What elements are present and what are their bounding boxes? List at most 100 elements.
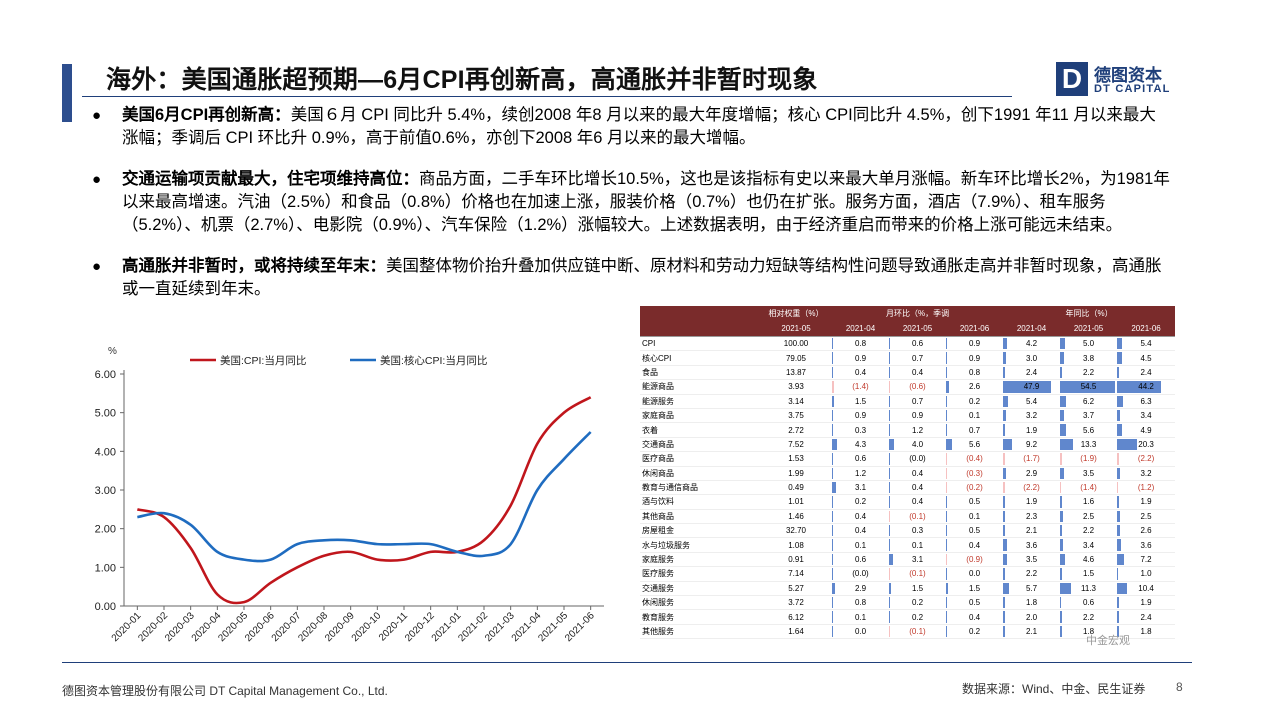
table-row: 衣着 2.72 0.3 1.2 0.7 1.9 5.6 4.9 xyxy=(640,422,1176,438)
value-bar xyxy=(946,597,947,609)
value-bar xyxy=(1060,366,1063,379)
table-cell-value: (0.4) xyxy=(966,454,983,464)
value-bar xyxy=(832,553,833,566)
footer-company: 德图资本管理股份有限公司 DT Capital Management Co., … xyxy=(62,684,388,698)
table-cell-value: (0.0) xyxy=(852,569,869,579)
table-cell-yoy: 2.3 xyxy=(1003,509,1061,525)
value-bar xyxy=(832,352,834,364)
table-cell-yoy: 4.6 xyxy=(1060,552,1118,568)
table-row: 医疗商品 1.53 0.6 (0.0) (0.4) (1.7) (1.9) (2.2) xyxy=(640,451,1176,467)
value-bar xyxy=(946,539,947,551)
table-cell-value: (0.1) xyxy=(909,511,926,521)
table-cell-value: 1.9 xyxy=(1140,497,1152,507)
table-cell-value: 4.2 xyxy=(1025,339,1038,349)
table-cell-value: 5.6 xyxy=(1082,425,1095,435)
value-bar xyxy=(1003,338,1008,350)
table-cell-value: 0.8 xyxy=(854,339,867,349)
value-bar xyxy=(1117,467,1121,479)
table-cell-value: 2.2 xyxy=(1082,367,1095,377)
value-bar xyxy=(1060,553,1065,566)
table-cell-yoy: 1.9 xyxy=(1117,494,1176,510)
table-cell-value: 0.4 xyxy=(854,511,867,521)
table-cell-mom: 0.5 xyxy=(946,595,1004,611)
table-cell-yoy: 1.8 xyxy=(1117,624,1176,640)
table-cell-value: 3.6 xyxy=(1140,540,1152,550)
table-cell-yoy: 3.4 xyxy=(1060,537,1118,553)
table-cell-value: 4.0 xyxy=(911,439,924,449)
table-cell-mom: 3.1 xyxy=(832,480,889,496)
table-cell-mom: 1.2 xyxy=(889,422,946,438)
table-row-name: 能源服务 xyxy=(640,394,760,409)
table-cell-value: 0.7 xyxy=(911,353,924,363)
table-cell-value: 0.3 xyxy=(854,425,867,435)
table-cell-value: 0.4 xyxy=(911,497,924,507)
table-cell-mom: 0.2 xyxy=(946,624,1004,640)
table-cell-value: 0.9 xyxy=(911,411,924,421)
table-cell-mom: 0.6 xyxy=(889,335,946,352)
table-row: 能源商品 3.93 (1.4) (0.6) 2.6 47.9 54.5 44.2 xyxy=(640,379,1176,395)
table-cell-yoy: 0.6 xyxy=(1060,595,1118,611)
value-bar xyxy=(832,510,833,523)
value-bar xyxy=(1060,611,1063,623)
table-cell-mom: 0.6 xyxy=(832,451,889,467)
table-row-name: 交通商品 xyxy=(640,437,760,453)
table-cell-mom: 1.5 xyxy=(946,581,1004,597)
value-bar xyxy=(1117,424,1122,436)
table-cell-mom: 0.4 xyxy=(832,364,889,381)
table-cell-mom: 1.5 xyxy=(889,581,946,597)
value-bar xyxy=(946,553,948,566)
table-cell-value: 5.0 xyxy=(1082,339,1095,349)
table-cell-value: (0.9) xyxy=(966,555,983,565)
table-cell-value: 0.4 xyxy=(854,526,867,536)
value-bar xyxy=(1003,352,1007,364)
table-cell-value: 2.9 xyxy=(854,583,867,593)
table-cell-yoy: 20.3 xyxy=(1117,437,1176,453)
value-bar xyxy=(946,611,947,623)
table-cell-weight: 1.99 xyxy=(760,466,832,481)
value-bar xyxy=(1003,381,1051,393)
table-cell-yoy: 3.7 xyxy=(1060,407,1118,424)
value-bar xyxy=(1060,395,1067,407)
table-cell-value: 11.3 xyxy=(1081,583,1097,593)
table-cell-mom: 0.7 xyxy=(889,394,946,409)
watermark: 中金宏观 xyxy=(1086,635,1130,647)
value-bar xyxy=(1003,467,1006,479)
table-cell-value: 3.0 xyxy=(1025,353,1038,363)
table-row: 其他商品 1.46 0.4 (0.1) 0.1 2.3 2.5 2.5 xyxy=(640,509,1176,525)
table-cell-yoy: 1.9 xyxy=(1003,494,1061,510)
bullet-heading: 高通胀并非暂时，或将持续至年末： xyxy=(122,257,386,275)
table-cell-yoy: 3.8 xyxy=(1060,350,1118,366)
value-bar xyxy=(1060,539,1064,551)
table-cell-mom: 0.1 xyxy=(946,407,1004,424)
table-header-cell: 2021-05 xyxy=(760,321,832,337)
table-cell-value: 2.5 xyxy=(1140,511,1152,521)
value-bar xyxy=(946,409,947,422)
table-header-cell: 年同比（%） xyxy=(1003,306,1176,321)
value-bar xyxy=(889,539,890,551)
logo-text-cn: 德图资本 xyxy=(1094,66,1162,85)
value-bar xyxy=(1003,553,1007,566)
value-bar xyxy=(889,352,890,364)
table-cell-value: 0.8 xyxy=(968,367,981,377)
table-cell-value: 0.2 xyxy=(911,598,924,608)
value-bar xyxy=(889,453,890,465)
table-cell-yoy: (1.9) xyxy=(1060,451,1118,467)
table-cell-value: 0.5 xyxy=(968,526,981,536)
table-header-cell: 2021-06 xyxy=(1117,321,1176,337)
table-cell-mom: 0.9 xyxy=(832,350,889,366)
table-cell-mom: 0.7 xyxy=(946,422,1004,438)
value-bar xyxy=(1117,510,1120,523)
table-cell-yoy: 3.0 xyxy=(1003,350,1061,366)
value-bar xyxy=(889,409,891,422)
table-row: 其他服务 1.64 0.0 (0.1) 0.2 2.1 1.8 1.8 xyxy=(640,624,1176,640)
table-cell-mom: (0.1) xyxy=(889,566,946,582)
table-cell-yoy: 5.4 xyxy=(1003,394,1061,409)
table-cell-yoy: 2.5 xyxy=(1060,509,1118,525)
table-row: 食品 13.87 0.4 0.4 0.8 2.4 2.2 2.4 xyxy=(640,364,1176,381)
table-cell-value: 0.9 xyxy=(968,353,981,363)
table-row: 房屋租金 32.70 0.4 0.3 0.5 2.1 2.2 2.6 xyxy=(640,523,1176,539)
value-bar xyxy=(946,438,952,451)
table-cell-mom: (0.0) xyxy=(889,451,946,467)
table-cell-value: 0.9 xyxy=(854,353,867,363)
table-cell-yoy: 1.0 xyxy=(1117,566,1176,582)
